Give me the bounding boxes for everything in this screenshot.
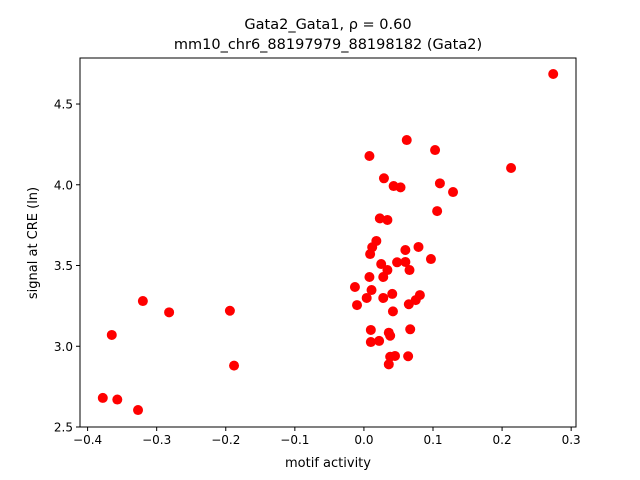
data-point xyxy=(352,300,363,311)
data-point xyxy=(137,296,148,307)
data-point xyxy=(413,241,424,252)
chart-title-line2: mm10_chr6_88197979_88198182 (Gata2) xyxy=(174,37,482,53)
data-point xyxy=(400,256,411,267)
data-point xyxy=(383,359,394,370)
data-point xyxy=(506,162,517,173)
axes-frame xyxy=(79,57,577,428)
data-point xyxy=(112,394,123,405)
x-tick-label: 0.3 xyxy=(562,433,581,447)
data-point xyxy=(432,206,443,217)
data-point xyxy=(361,292,372,303)
data-point xyxy=(378,271,389,282)
data-point xyxy=(405,324,416,335)
data-point xyxy=(430,145,441,156)
data-point xyxy=(390,350,401,361)
data-point xyxy=(448,187,459,198)
data-point xyxy=(365,337,376,348)
data-point xyxy=(164,307,175,318)
data-point xyxy=(387,306,398,317)
x-axis-label: motif activity xyxy=(285,456,371,471)
data-point xyxy=(133,405,144,416)
data-point xyxy=(229,360,240,371)
data-point xyxy=(364,151,375,162)
x-tick-label: 0.2 xyxy=(493,433,512,447)
y-tick-label: 3.5 xyxy=(54,259,73,273)
data-point xyxy=(374,213,385,224)
x-tick-label: 0.1 xyxy=(423,433,442,447)
data-point xyxy=(403,299,414,310)
y-tick-label: 4.5 xyxy=(54,98,73,112)
x-tick-label: −0.4 xyxy=(73,433,102,447)
data-point xyxy=(365,324,376,335)
data-point xyxy=(403,351,414,362)
data-point xyxy=(366,285,377,296)
y-axis-label: signal at CRE (ln) xyxy=(26,187,41,299)
data-point xyxy=(349,281,360,292)
data-point xyxy=(374,335,385,346)
x-tick-label: −0.1 xyxy=(280,433,309,447)
data-point xyxy=(378,292,389,303)
data-point xyxy=(425,254,436,265)
data-point xyxy=(387,288,398,299)
data-point xyxy=(97,392,108,403)
data-point xyxy=(365,249,376,260)
x-tick-label: 0.0 xyxy=(354,433,373,447)
data-point xyxy=(382,214,393,225)
x-tick-label: −0.3 xyxy=(142,433,171,447)
data-point xyxy=(401,135,412,146)
data-point xyxy=(548,68,559,79)
y-tick-label: 4.0 xyxy=(54,178,73,192)
data-point xyxy=(378,173,389,184)
chart-title-line1: Gata2_Gata1, ρ = 0.60 xyxy=(244,17,411,33)
data-point xyxy=(400,245,411,256)
x-tick-label: −0.2 xyxy=(211,433,240,447)
data-point xyxy=(392,257,403,268)
y-tick-label: 2.5 xyxy=(54,421,73,435)
data-point xyxy=(404,265,415,276)
data-point xyxy=(376,259,387,270)
data-point xyxy=(434,178,445,189)
data-point xyxy=(224,305,235,316)
y-tick-label: 3.0 xyxy=(54,340,73,354)
data-point xyxy=(385,330,396,341)
data-point xyxy=(106,329,117,340)
data-point xyxy=(364,271,375,282)
data-point xyxy=(395,182,406,193)
